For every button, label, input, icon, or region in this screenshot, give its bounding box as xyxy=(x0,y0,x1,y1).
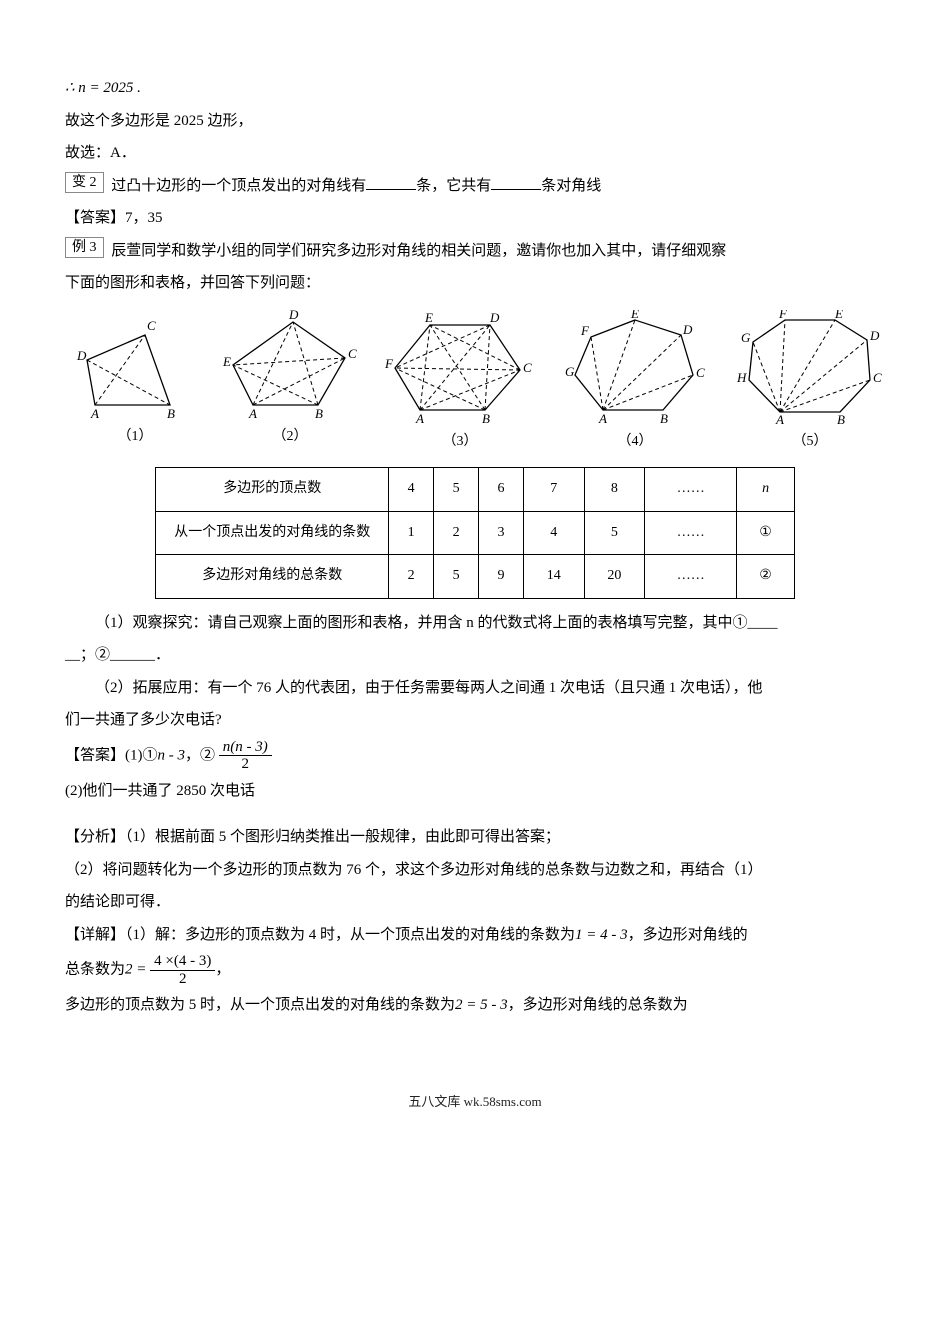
svg-text:B: B xyxy=(660,411,668,425)
page-footer: 五八文库 wk.58sms.com xyxy=(65,1090,885,1115)
svg-text:F: F xyxy=(385,356,394,371)
answer-bian2: 【答案】7，35 xyxy=(65,204,885,233)
svg-text:D: D xyxy=(489,310,500,325)
fig-2: A B C D E （2） xyxy=(223,310,358,451)
text-conclusion-shape: 故这个多边形是 2025 边形， xyxy=(65,107,885,136)
question-2b: 们一共通了多少次电话? xyxy=(65,706,885,735)
example-3: 例 3 辰萱同学和数学小组的同学们研究多边形对角线的相关问题，邀请你也加入其中，… xyxy=(65,237,885,266)
table-row: 多边形对角线的总条数 2 5 9 14 20 …… ② xyxy=(156,555,795,599)
svg-text:B: B xyxy=(837,412,845,425)
svg-text:D: D xyxy=(288,310,299,322)
label-bian2: 变 2 xyxy=(65,172,104,194)
answer-li3-1: 【答案】(1)①n - 3，② n(n - 3) 2 xyxy=(65,739,885,773)
svg-text:E: E xyxy=(834,310,843,321)
svg-text:C: C xyxy=(147,318,156,333)
svg-text:C: C xyxy=(696,365,705,380)
svg-text:E: E xyxy=(424,310,433,325)
table-row: 多边形的顶点数 4 5 6 7 8 …… n xyxy=(156,468,795,512)
answer-li3-2: (2)他们一共通了 2850 次电话 xyxy=(65,777,885,806)
fraction-2: 4 ×(4 - 3) 2 xyxy=(150,953,215,987)
svg-text:H: H xyxy=(736,370,747,385)
analysis-1: 【分析】（1）根据前面 5 个图形归纳类推出一般规律，由此即可得出答案； xyxy=(65,823,885,852)
svg-text:C: C xyxy=(348,346,357,361)
svg-text:D: D xyxy=(869,328,880,343)
fig-5: A B C D E F G H （5） xyxy=(735,310,885,456)
fig-3: A B C D E F （3） xyxy=(385,310,535,456)
svg-text:F: F xyxy=(778,310,788,321)
fig-1: A B C D （1） xyxy=(75,310,195,451)
text-choice: 故选：A． xyxy=(65,139,885,168)
table-row: 从一个顶点出发的对角线的条数 1 2 3 4 5 …… ① xyxy=(156,511,795,555)
svg-text:B: B xyxy=(315,406,323,420)
svg-text:A: A xyxy=(248,406,257,420)
svg-text:A: A xyxy=(775,412,784,425)
detail-1: 【详解】（1）解：多边形的顶点数为 4 时，从一个顶点出发的对角线的条数为1 =… xyxy=(65,921,885,950)
svg-text:E: E xyxy=(630,310,639,321)
figures-row: A B C D （1） A B C D E （2） xyxy=(75,310,885,456)
svg-text:D: D xyxy=(682,322,693,337)
svg-text:A: A xyxy=(415,411,424,425)
eq-n-2025: ∴ n = 2025 . xyxy=(65,74,885,103)
svg-text:F: F xyxy=(580,323,590,338)
analysis-2: （2）将问题转化为一个多边形的顶点数为 76 个，求这个多边形对角线的总条数与边… xyxy=(65,856,885,885)
detail-2: 总条数为2 = 4 ×(4 - 3) 2 ， xyxy=(65,953,885,987)
svg-text:E: E xyxy=(223,354,231,369)
svg-text:B: B xyxy=(482,411,490,425)
svg-text:C: C xyxy=(873,370,882,385)
analysis-3: 的结论即可得． xyxy=(65,888,885,917)
svg-text:B: B xyxy=(167,406,175,420)
svg-text:C: C xyxy=(523,360,532,375)
data-table: 多边形的顶点数 4 5 6 7 8 …… n 从一个顶点出发的对角线的条数 1 … xyxy=(155,467,795,599)
fraction-1: n(n - 3) 2 xyxy=(219,739,272,773)
question-1b: __；②______． xyxy=(65,641,885,670)
fig-4: A B C D E F G （4） xyxy=(563,310,708,456)
svg-text:G: G xyxy=(741,330,751,345)
question-1a: （1）观察探究：请自己观察上面的图形和表格，并用含 n 的代数式将上面的表格填写… xyxy=(65,609,885,638)
example-3b: 下面的图形和表格，并回答下列问题： xyxy=(65,269,885,298)
label-li3: 例 3 xyxy=(65,237,104,259)
svg-text:A: A xyxy=(598,411,607,425)
svg-text:A: A xyxy=(90,406,99,420)
svg-text:G: G xyxy=(565,364,575,379)
detail-3: 多边形的顶点数为 5 时，从一个顶点出发的对角线的条数为2 = 5 - 3，多边… xyxy=(65,991,885,1020)
question-2a: （2）拓展应用：有一个 76 人的代表团，由于任务需要每两人之间通 1 次电话（… xyxy=(65,674,885,703)
svg-text:D: D xyxy=(76,348,87,363)
variant-2: 变 2 过凸十边形的一个顶点发出的对角线有条，它共有条对角线 xyxy=(65,172,885,201)
